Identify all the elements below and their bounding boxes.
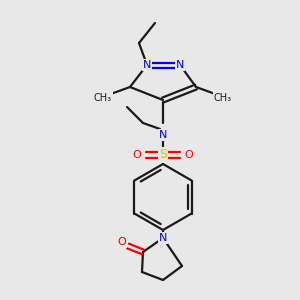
Text: O: O [133, 150, 141, 160]
Text: S: S [159, 148, 167, 161]
Text: N: N [159, 130, 167, 140]
Text: O: O [184, 150, 194, 160]
Text: CH₃: CH₃ [94, 93, 112, 103]
Text: N: N [159, 233, 167, 243]
Text: N: N [143, 60, 151, 70]
Text: O: O [118, 237, 126, 247]
Text: N: N [176, 60, 184, 70]
Text: CH₃: CH₃ [214, 93, 232, 103]
